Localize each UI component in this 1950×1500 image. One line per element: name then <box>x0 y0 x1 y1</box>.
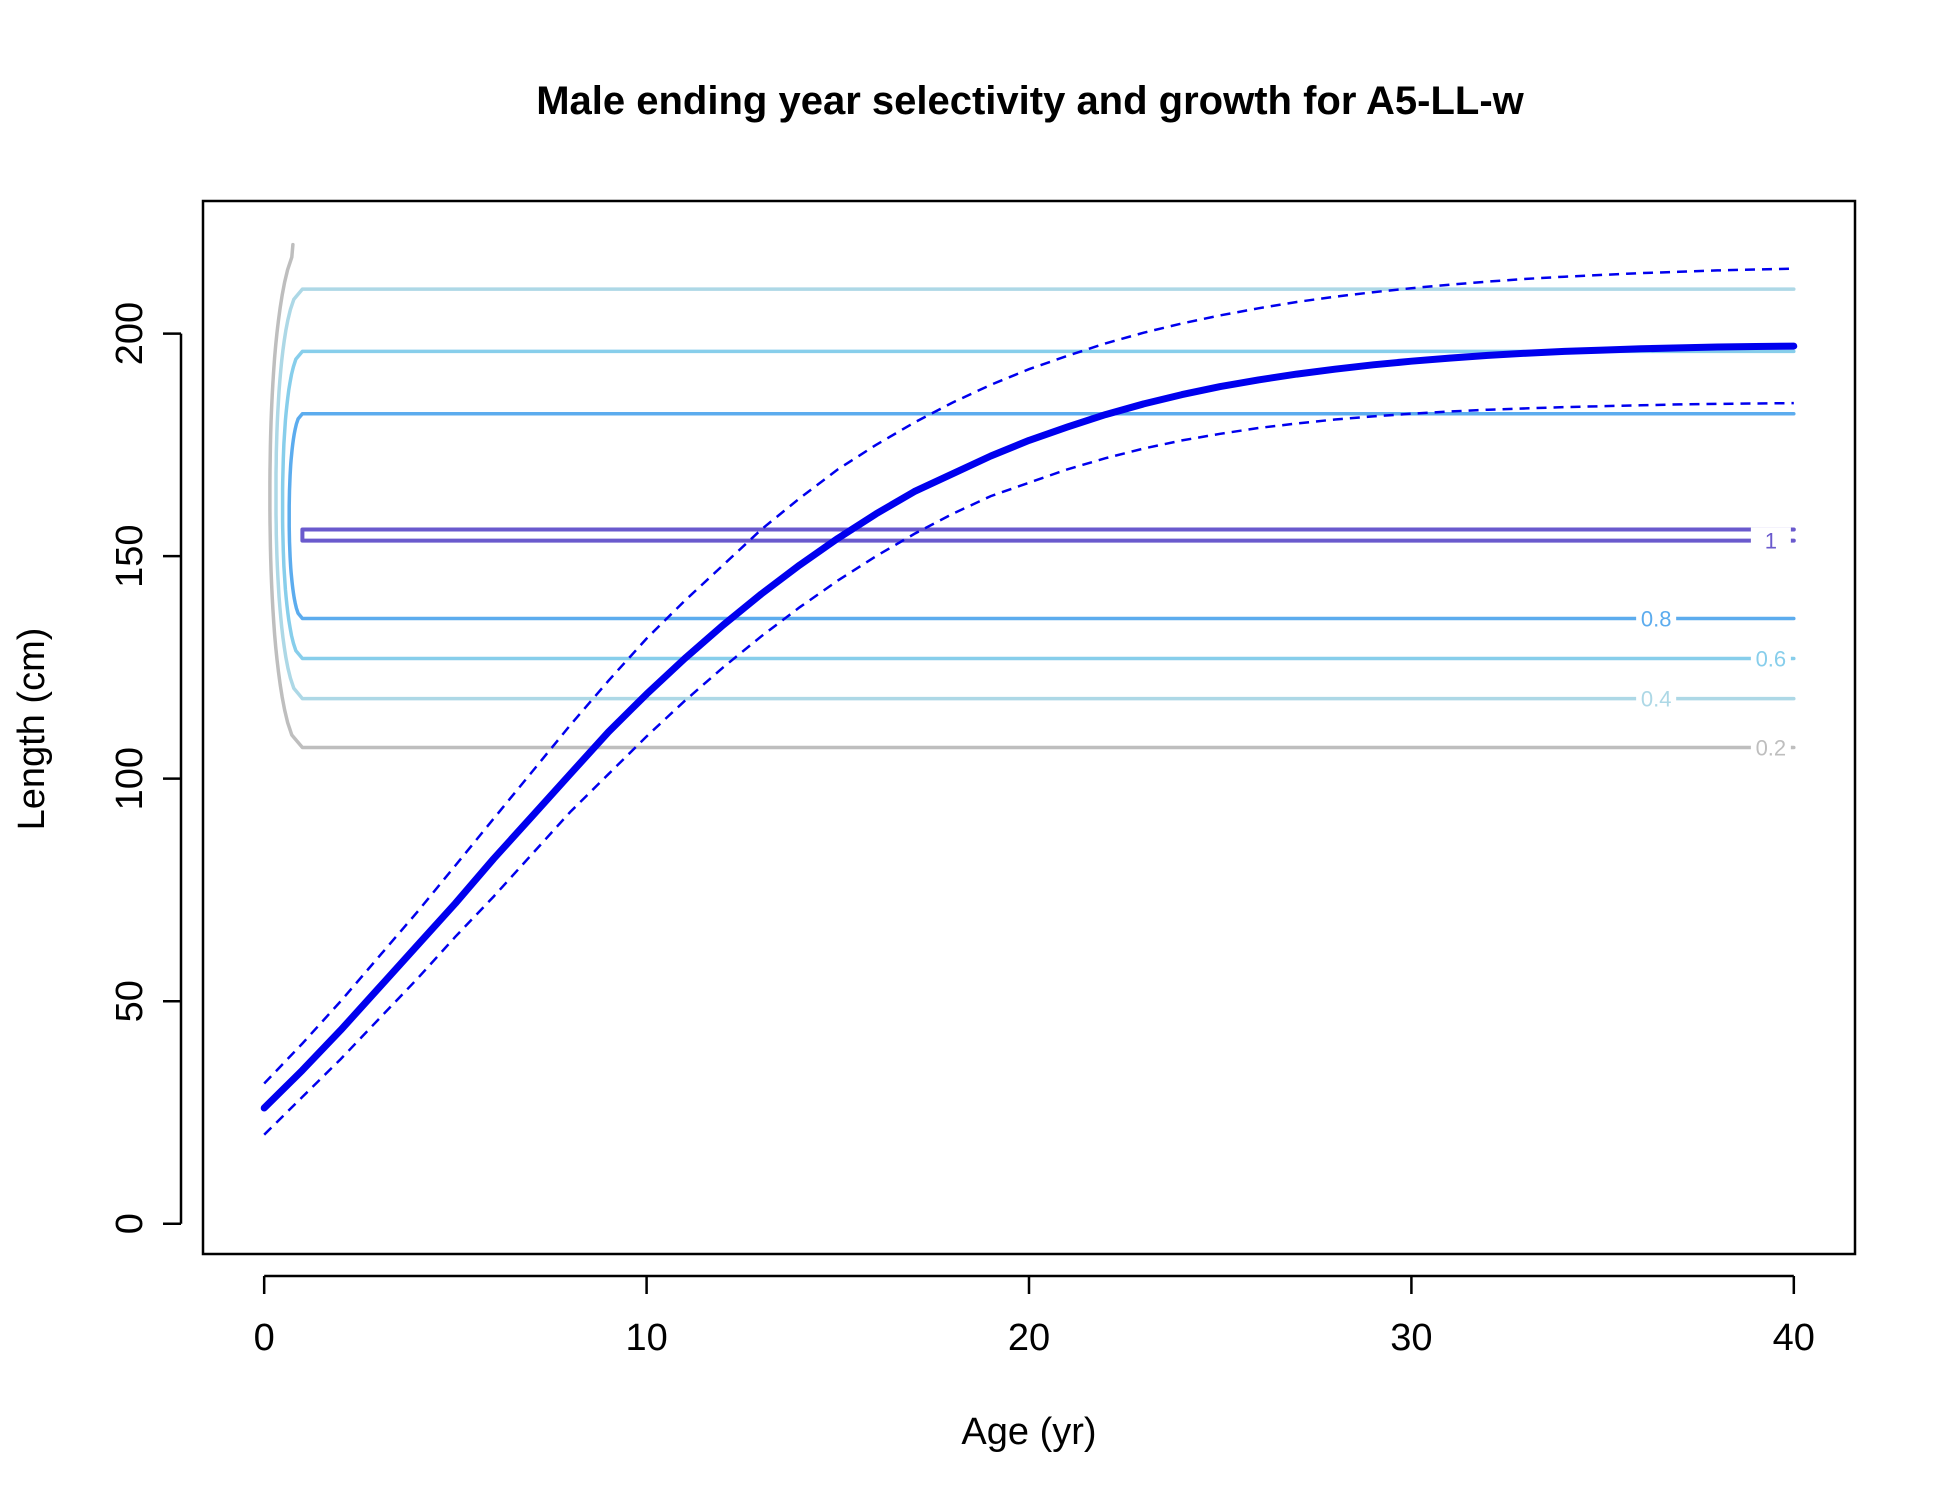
contour-label-0-2: 0.2 <box>1756 736 1787 761</box>
x-tick-label-0: 0 <box>254 1317 275 1359</box>
y-tick-label-150: 150 <box>109 524 151 587</box>
growth-mean-line <box>260 342 1798 1112</box>
contour-label-bg-0-4 <box>1636 685 1677 712</box>
contour-label-0-8: 0.8 <box>1641 606 1672 631</box>
x-axis-label: Age (yr) <box>961 1411 1096 1453</box>
y-tick-label-50: 50 <box>109 980 151 1022</box>
selectivity-contour-0-4 <box>274 287 1796 701</box>
chart-title: Male ending year selectivity and growth … <box>536 79 1524 123</box>
selectivity-contour-0-2 <box>268 242 1796 750</box>
plot-frame <box>201 199 1857 1256</box>
selectivity-contour-1 <box>300 527 1796 543</box>
growth-lower-bound-line <box>263 401 1794 1136</box>
y-axis-label: Length (cm) <box>11 628 53 831</box>
contour-label-bg-0-6 <box>1750 645 1791 672</box>
x-tick-label-10: 10 <box>625 1317 667 1359</box>
contour-label-0-4: 0.4 <box>1641 687 1672 712</box>
contour-label-bg-1 <box>1750 527 1791 554</box>
selectivity-contour-0-6 <box>280 349 1796 661</box>
axes: 0 10 20 30 40 0 50 100 150 200 <box>109 302 1815 1359</box>
y-tick-label-0: 0 <box>109 1213 151 1234</box>
contour-label-0-6: 0.6 <box>1756 647 1787 672</box>
selectivity-contour-0-8 <box>287 411 1796 621</box>
plot-area: 0.2 0.4 0.6 0.8 1 <box>260 242 1798 1136</box>
growth-upper-bound-line <box>263 267 1794 1085</box>
contour-label-1: 1 <box>1765 529 1777 554</box>
y-tick-label-100: 100 <box>109 747 151 810</box>
x-tick-label-30: 30 <box>1390 1317 1432 1359</box>
contour-label-bg-0-2 <box>1750 734 1791 761</box>
x-tick-label-40: 40 <box>1773 1317 1815 1359</box>
y-tick-label-200: 200 <box>109 302 151 365</box>
contour-label-bg-0-8 <box>1636 605 1677 632</box>
x-tick-label-20: 20 <box>1008 1317 1050 1359</box>
